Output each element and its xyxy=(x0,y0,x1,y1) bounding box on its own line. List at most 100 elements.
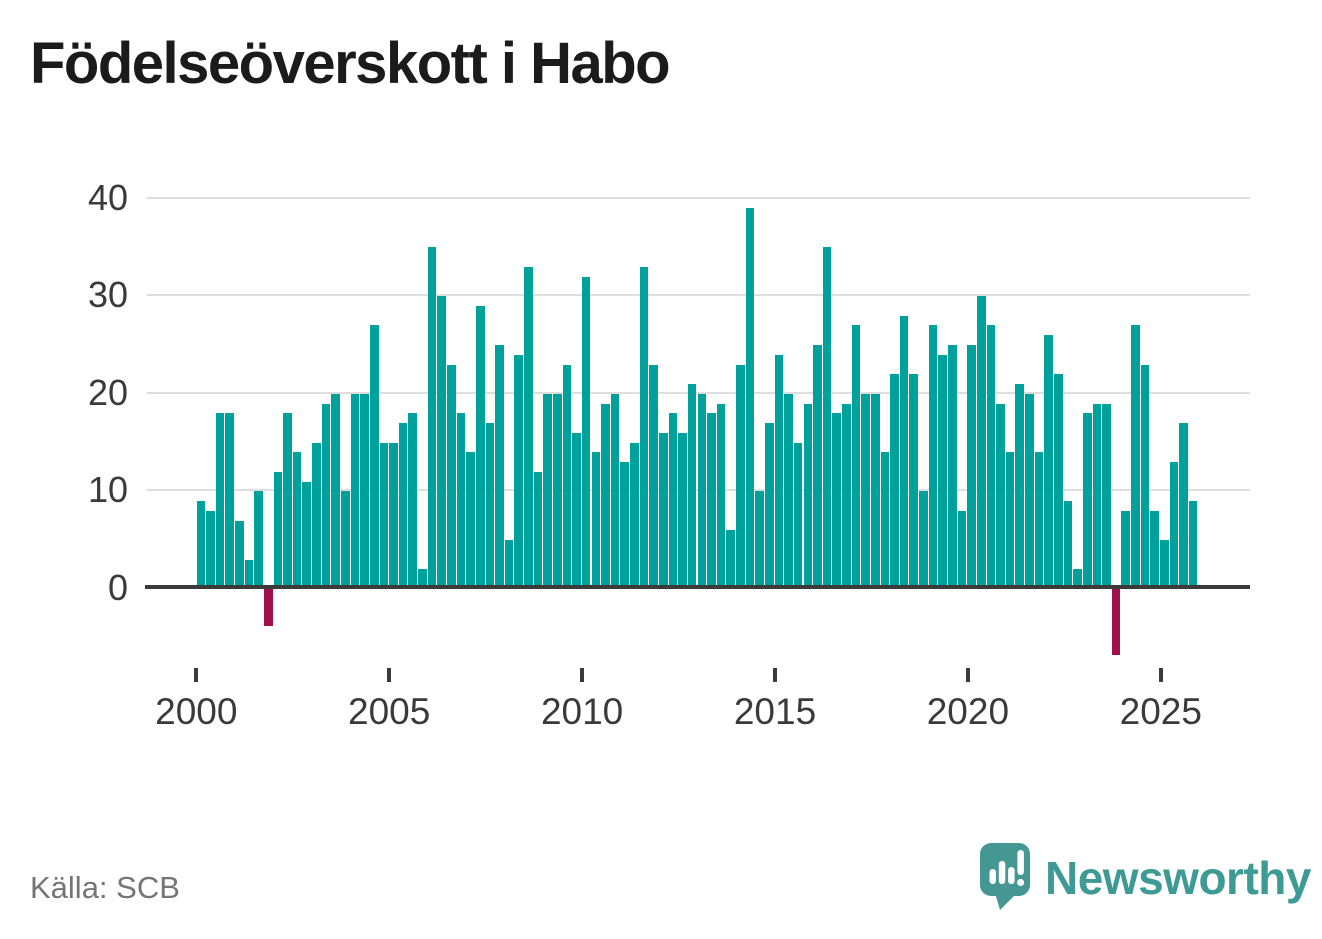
bar-2024-q1 xyxy=(1121,510,1131,589)
bar-2009-q2 xyxy=(552,393,562,589)
y-axis-label-0: 0 xyxy=(107,567,128,608)
bar-2020-q3 xyxy=(986,325,996,589)
bar-2022-q4 xyxy=(1073,569,1082,589)
y-axis-label-10: 10 xyxy=(87,469,128,511)
bar-2021-q3 xyxy=(1025,393,1034,589)
bar-2025-q1 xyxy=(1160,540,1169,589)
bar-2016-q2 xyxy=(822,247,832,589)
bar-2004-q4 xyxy=(379,442,389,589)
bar-2006-q1 xyxy=(427,247,437,589)
bar-2024-q4 xyxy=(1150,510,1159,589)
bar-2001-q1 xyxy=(235,520,244,589)
bar-2020-q2 xyxy=(976,296,986,589)
bar-2015-q2 xyxy=(784,393,793,589)
bar-2020-q1 xyxy=(967,345,976,589)
bar-2011-q3 xyxy=(639,266,649,589)
bar-2024-q2 xyxy=(1131,325,1140,589)
bar-2025-q2 xyxy=(1169,462,1179,589)
x-axis-label-2015: 2015 xyxy=(733,691,817,732)
bar-2006-q4 xyxy=(456,413,466,589)
x-axis-label-2000: 2000 xyxy=(155,691,238,732)
x-axis-label-2025: 2025 xyxy=(1119,691,1202,732)
bar-2017-q2 xyxy=(861,393,870,589)
bar-2008-q4 xyxy=(533,471,543,589)
bar-2012-q1 xyxy=(658,432,668,589)
gridline-y-20 xyxy=(147,391,1250,394)
bar-2014-q1 xyxy=(736,364,745,589)
bar-2011-q1 xyxy=(620,462,630,589)
bar-2010-q3 xyxy=(601,403,610,589)
bar-2009-q4 xyxy=(572,432,581,589)
x-axis-tick-2020 xyxy=(965,668,970,682)
bar-2009-q1 xyxy=(543,393,552,589)
bar-2023-q3 xyxy=(1102,403,1111,589)
bar-2012-q2 xyxy=(668,413,678,589)
bar-2016-q3 xyxy=(832,413,841,589)
source-caption: Källa: SCB xyxy=(30,870,180,905)
bar-2001-q4 xyxy=(263,587,273,627)
speech-bubble-bar-chart-icon xyxy=(980,843,1030,910)
bar-2007-q4 xyxy=(495,345,504,589)
bar-2010-q4 xyxy=(610,393,620,589)
bar-2010-q1 xyxy=(581,276,591,589)
bar-2019-q3 xyxy=(948,345,957,589)
bar-2014-q3 xyxy=(755,491,764,589)
bar-2014-q2 xyxy=(745,208,755,589)
bar-2011-q2 xyxy=(630,442,639,589)
bar-2001-q3 xyxy=(254,491,263,589)
y-axis-label-30: 30 xyxy=(87,274,128,316)
bar-2007-q1 xyxy=(466,452,475,589)
bar-2013-q2 xyxy=(707,413,716,589)
bar-2016-q1 xyxy=(813,345,822,589)
bar-2022-q3 xyxy=(1063,501,1073,589)
bar-2003-q2 xyxy=(321,403,331,589)
bar-2011-q4 xyxy=(649,364,658,589)
bar-2013-q1 xyxy=(697,393,707,589)
bar-2025-q3 xyxy=(1179,423,1188,589)
bar-2001-q2 xyxy=(244,559,254,589)
bar-2002-q2 xyxy=(283,413,292,589)
bar-2010-q2 xyxy=(591,452,601,589)
bar-2017-q3 xyxy=(870,393,880,589)
bar-2002-q1 xyxy=(273,471,283,589)
bar-2012-q3 xyxy=(678,432,687,589)
bar-2021-q2 xyxy=(1015,384,1025,589)
bar-2008-q3 xyxy=(524,266,533,589)
bar-2018-q1 xyxy=(890,374,899,589)
bar-2015-q3 xyxy=(793,442,803,589)
bar-2006-q3 xyxy=(447,364,456,589)
bar-2025-q4 xyxy=(1188,501,1198,589)
bar-2013-q3 xyxy=(716,403,726,589)
bar-2008-q1 xyxy=(504,540,514,589)
bar-2004-q2 xyxy=(360,393,369,589)
bar-2022-q2 xyxy=(1054,374,1063,589)
x-axis-label-2020: 2020 xyxy=(926,691,1010,732)
bar-2004-q1 xyxy=(350,393,360,589)
bar-2015-q1 xyxy=(774,354,784,589)
bar-2017-q4 xyxy=(880,452,890,589)
y-axis-label-40: 40 xyxy=(87,176,128,218)
bar-2024-q3 xyxy=(1140,364,1150,589)
bar-2017-q1 xyxy=(851,325,861,589)
bar-2000-q3 xyxy=(215,413,225,589)
bar-2022-q1 xyxy=(1044,335,1053,589)
bar-2005-q4 xyxy=(418,569,427,589)
bar-2005-q1 xyxy=(389,442,398,589)
bar-2003-q4 xyxy=(341,491,350,589)
bar-2008-q2 xyxy=(514,354,524,589)
bar-2020-q4 xyxy=(996,403,1005,589)
bar-2018-q2 xyxy=(899,315,909,589)
bar-2019-q1 xyxy=(928,325,938,589)
bar-2000-q2 xyxy=(206,510,215,589)
bar-2005-q2 xyxy=(398,423,408,589)
y-axis-label-20: 20 xyxy=(87,371,128,413)
brand-name: Newsworthy xyxy=(1045,851,1311,904)
bar-2000-q4 xyxy=(225,413,234,589)
bar-2023-q1 xyxy=(1082,413,1092,589)
x-axis-line xyxy=(145,585,1250,589)
x-axis-tick-2010 xyxy=(580,668,585,682)
x-axis-tick-2005 xyxy=(387,668,392,682)
bar-2019-q4 xyxy=(957,510,967,589)
x-axis-tick-2000 xyxy=(194,668,199,682)
